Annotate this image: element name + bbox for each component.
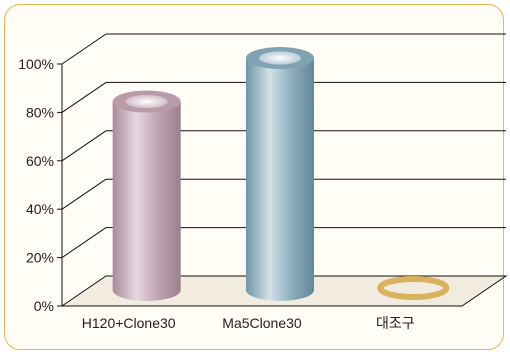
grid-line [61, 81, 107, 113]
x-tick-label: Ma5Clone30 [222, 315, 302, 331]
bar-body [246, 58, 314, 301]
y-tick-label: 100% [18, 56, 54, 72]
bar-top-opening [258, 51, 302, 65]
grid-line [61, 130, 107, 162]
bar-body [112, 101, 181, 301]
grid-line [61, 227, 107, 259]
bars [112, 47, 450, 301]
y-tick-label: 20% [26, 250, 54, 266]
grid-line [61, 33, 107, 65]
y-tick-label: 60% [26, 153, 54, 169]
grid-line [61, 178, 107, 210]
bar-top-opening [125, 94, 168, 109]
bar [246, 47, 314, 301]
y-tick-label: 80% [26, 104, 54, 120]
y-tick-label: 0% [34, 298, 54, 314]
bar-ring-zero [377, 276, 450, 300]
y-tick-label: 40% [26, 201, 54, 217]
x-tick-label: 대조구 [376, 315, 415, 331]
y-axis: 0% 20% 40% 60% 80% 100% [18, 56, 62, 314]
x-axis: H120+Clone30 Ma5Clone30 대조구 [82, 315, 415, 331]
x-tick-label: H120+Clone30 [82, 315, 176, 331]
bar [112, 90, 181, 301]
